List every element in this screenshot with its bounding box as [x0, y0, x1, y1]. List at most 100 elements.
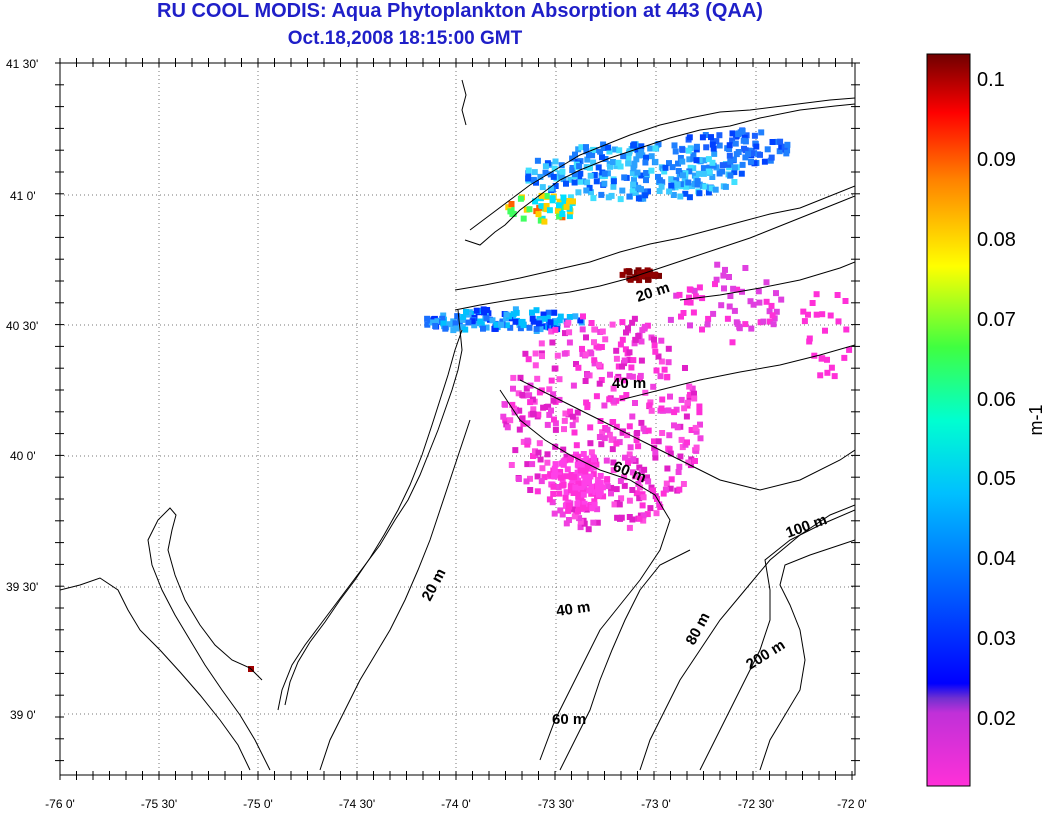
data-pixel	[742, 154, 749, 161]
data-pixel	[561, 199, 568, 206]
data-pixel	[608, 436, 615, 443]
colorbar-ticks: 0.1 0.09 0.08 0.07 0.06 0.05 0.04 0.03 0…	[977, 69, 1016, 730]
data-pixel	[750, 301, 757, 308]
data-pixel	[630, 165, 637, 172]
data-pixel	[572, 151, 578, 158]
data-pixel	[745, 151, 751, 158]
data-pixel	[575, 493, 582, 500]
data-pixel	[629, 487, 636, 493]
lon-tick-label: -75 30'	[141, 797, 177, 811]
data-pixel	[452, 320, 459, 327]
data-pixel	[817, 372, 824, 379]
data-pixel	[625, 160, 632, 167]
data-pixel	[696, 190, 703, 197]
data-pixel	[613, 486, 620, 493]
data-pixel	[591, 326, 598, 333]
data-pixel	[541, 218, 548, 225]
data-pixel	[605, 144, 612, 151]
data-pixel	[755, 288, 762, 295]
data-pixel	[687, 322, 693, 329]
data-pixel	[620, 377, 627, 384]
data-pixel	[615, 159, 622, 166]
data-pixel	[527, 475, 533, 482]
data-pixel	[691, 287, 698, 294]
data-pixel	[550, 391, 557, 398]
data-pixel	[546, 207, 553, 214]
data-pixel	[663, 480, 670, 487]
data-pixel	[620, 153, 627, 160]
data-pixel	[532, 198, 539, 205]
data-pixel	[575, 462, 582, 469]
data-pixel	[617, 515, 623, 522]
data-pixel	[600, 145, 607, 151]
data-pixel	[590, 484, 597, 491]
data-pixel	[742, 147, 749, 154]
data-pixel	[559, 211, 566, 217]
data-pixel	[683, 183, 690, 190]
data-pixel	[701, 157, 708, 164]
data-pixel	[578, 144, 585, 151]
data-pixel	[739, 161, 746, 168]
data-pixel	[676, 486, 683, 493]
latitude-labels: 41 30' 41 0' 40 30' 40 0' 39 30' 39 0'	[6, 57, 38, 722]
data-pixel	[597, 472, 604, 479]
data-pixel	[645, 188, 651, 195]
data-pixel	[659, 430, 666, 436]
data-pixel	[705, 315, 712, 322]
data-pixel	[430, 316, 437, 323]
data-pixel	[668, 476, 675, 483]
data-pixel	[535, 320, 542, 327]
data-pixel	[616, 147, 623, 154]
data-pixel	[440, 320, 447, 327]
data-pixel	[563, 453, 570, 460]
data-pixel	[670, 192, 677, 198]
data-pixel	[555, 484, 562, 490]
data-pixel	[609, 321, 616, 328]
data-pixel	[473, 307, 480, 314]
data-pixel	[710, 145, 717, 152]
data-pixel	[727, 172, 734, 179]
data-pixel	[629, 170, 636, 177]
lon-tick-label: -72 0'	[837, 797, 867, 811]
data-pixel	[642, 159, 649, 166]
data-pixel	[638, 172, 645, 179]
data-pixel	[657, 373, 664, 380]
data-pixel	[619, 319, 626, 326]
data-pixel	[664, 465, 671, 472]
data-pixel	[631, 141, 638, 148]
data-pixel	[667, 316, 674, 323]
data-pixel	[574, 500, 581, 507]
data-pixel	[547, 319, 554, 326]
data-pixel	[575, 364, 582, 371]
data-pixel	[632, 336, 639, 343]
data-pixel	[687, 164, 694, 171]
colorbar-units: m-1	[1026, 405, 1046, 436]
data-pixel	[735, 130, 742, 137]
data-pixel	[541, 323, 548, 330]
data-pixel	[480, 325, 486, 332]
data-pixel	[539, 353, 545, 360]
data-pixel	[626, 357, 633, 363]
data-pixel	[594, 506, 601, 513]
data-pixel	[523, 478, 530, 485]
data-pixel	[594, 519, 601, 526]
data-pixel	[638, 357, 645, 364]
data-pixel	[471, 322, 478, 329]
data-pixel	[600, 493, 607, 500]
data-pixel	[696, 409, 703, 416]
data-pixel	[560, 446, 567, 453]
data-pixel	[677, 453, 684, 460]
data-pixel	[532, 350, 539, 357]
data-pixel	[477, 318, 484, 325]
data-pixel	[650, 383, 657, 390]
data-pixel	[559, 511, 566, 518]
data-pixel	[684, 439, 690, 446]
data-pixel	[591, 461, 598, 468]
data-pixel	[507, 324, 514, 331]
data-pixel	[529, 315, 536, 322]
data-pixel	[617, 341, 624, 348]
data-pixel	[758, 129, 765, 136]
data-pixel	[718, 302, 725, 309]
data-pixel	[583, 504, 590, 511]
data-pixel	[598, 377, 605, 383]
